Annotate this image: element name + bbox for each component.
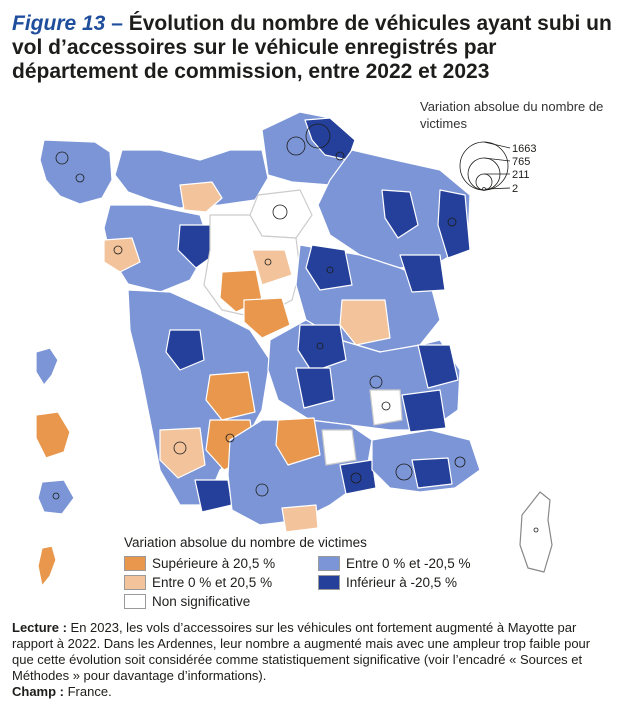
legend-label: Supérieure à 20,5 % [152, 556, 276, 571]
circle-nord-2 [335, 151, 345, 161]
circle-rhone [369, 375, 383, 389]
circle-herault [350, 472, 362, 484]
overseas-mayotte [37, 545, 57, 587]
overseas-guadeloupe [35, 347, 59, 386]
dept-herault [339, 459, 377, 495]
size-legend-title: Variation absolue du nombre de victimes [420, 99, 604, 131]
legend-label: Entre 0 % et -20,5 % [346, 556, 471, 571]
region-normandie [114, 149, 269, 209]
legend-item-entre-0-20: Entre 0 % et 20,5 % [124, 575, 272, 590]
circle-allier [316, 342, 324, 350]
legend-swatch [124, 594, 146, 609]
circle-corse [533, 527, 539, 533]
dept-doubs [399, 254, 446, 293]
dept-savoie [417, 344, 459, 389]
size-legend-tick-1 [483, 141, 511, 149]
notes: Lecture : En 2023, les vols d’accessoire… [12, 620, 612, 700]
dept-deux-sevres [165, 329, 205, 371]
dept-meurthe-moselle [381, 189, 419, 239]
champ-label: Champ : [12, 684, 64, 699]
legend-item-entre-0-moins-20: Entre 0 % et -20,5 % [318, 556, 471, 571]
size-legend-circle-4 [482, 187, 486, 191]
dept-haute-savoie [401, 389, 447, 433]
title-dash: – [105, 12, 129, 35]
legend-label: Non significative [152, 594, 251, 609]
champ-note: Champ : France. [12, 684, 612, 700]
dept-pyrenees-orientales [281, 504, 319, 533]
size-legend-value-3: 211 [512, 169, 530, 181]
dept-pyrenees-atl [194, 479, 233, 513]
dept-gironde [159, 427, 206, 479]
dept-puy-de-dome [295, 367, 335, 409]
dept-cote-dor [339, 299, 391, 346]
size-legend-tick-4 [485, 187, 511, 190]
region-bretagne [39, 139, 113, 205]
size-legend-value-2: 765 [512, 156, 530, 168]
title-text: Évolution du nombre de véhicules ayant s… [12, 12, 612, 83]
legend-label: Inférieur à -20,5 % [346, 575, 458, 590]
circle-yonne [326, 266, 334, 274]
circle-dordogne [225, 433, 235, 443]
circle-haute-garonne [255, 483, 269, 497]
circle-bas-rhin [447, 217, 457, 227]
dept-mayenne [177, 224, 215, 269]
dept-aveyron [321, 429, 357, 466]
dept-charente [205, 371, 256, 421]
dept-bas-rhin [437, 189, 471, 259]
legend-swatch [318, 556, 340, 571]
color-legend-title: Variation absolue du nombre de victimes [124, 535, 367, 550]
dept-indre [243, 297, 291, 339]
dept-lot [275, 417, 321, 466]
circle-bdr [395, 463, 413, 481]
legend-item-non-significative: Non significative [124, 594, 250, 609]
circle-pas-de-calais [286, 136, 306, 156]
figure-label: Figure 13 [12, 12, 106, 35]
proportional-circles [52, 123, 539, 533]
legend-swatch [124, 575, 146, 590]
circle-isere [381, 401, 391, 411]
dept-loire-atlantique [103, 237, 141, 273]
circle-loiret [264, 258, 272, 266]
legend-swatch [124, 556, 146, 571]
dept-var [411, 457, 453, 489]
overseas-guyane [35, 411, 71, 459]
circle-nord [305, 123, 331, 149]
legend-item-inferieur: Inférieur à -20,5 % [318, 575, 457, 590]
dept-isere [369, 389, 403, 426]
champ-text: France. [64, 684, 112, 699]
figure-title: Figure 13 – Évolution du nombre de véhic… [12, 12, 612, 84]
circle-alpes-maritimes [454, 456, 466, 468]
overseas-reunion [37, 479, 75, 515]
lecture-text: En 2023, les vols d’accessoires sur les … [12, 620, 591, 683]
size-legend-value-4: 2 [512, 183, 518, 195]
dept-loiret [251, 249, 293, 286]
circle-gironde [173, 441, 187, 455]
circle-paris [272, 204, 288, 220]
lecture-label: Lecture : [12, 620, 67, 635]
legend-item-superieure: Supérieure à 20,5 % [124, 556, 275, 571]
circle-bretagne [55, 151, 69, 165]
legend-swatch [318, 575, 340, 590]
circle-reunion [52, 492, 60, 500]
size-legend [459, 141, 511, 191]
legend-label: Entre 0 % et 20,5 % [152, 575, 273, 590]
dept-orne [179, 181, 223, 213]
size-legend-value-1: 1663 [512, 143, 536, 155]
circle-loire-atl [113, 245, 123, 255]
lecture-note: Lecture : En 2023, les vols d’accessoire… [12, 620, 612, 684]
circle-finistere [75, 173, 85, 183]
size-legend-tick-2 [483, 157, 511, 162]
size-legend-circle-1 [459, 141, 509, 191]
